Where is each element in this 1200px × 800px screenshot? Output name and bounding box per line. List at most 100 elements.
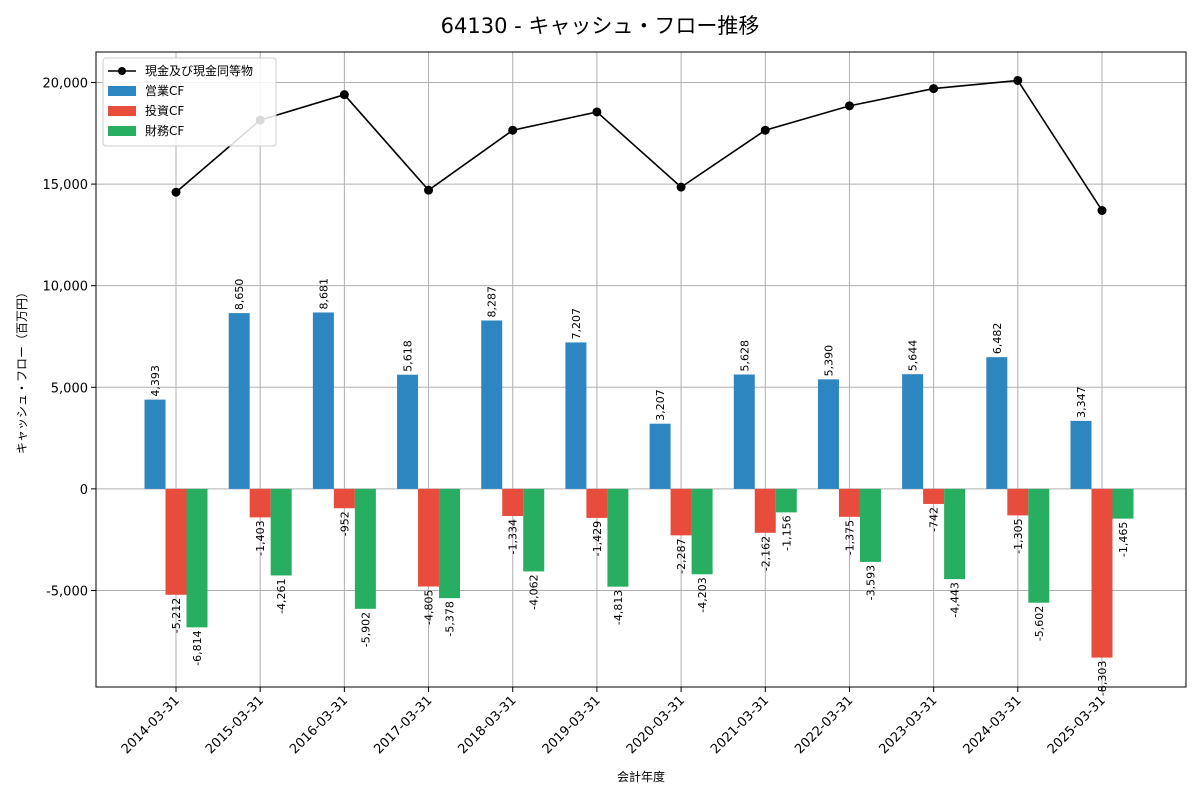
bar-value-label: -4,805 xyxy=(423,590,436,625)
bar-value-label: 8,681 xyxy=(317,278,330,310)
y-tick-label: 15,000 xyxy=(43,178,89,193)
y-tick-label: 0 xyxy=(80,483,88,498)
bar-value-label: 5,644 xyxy=(907,340,920,372)
bar-value-label: -5,378 xyxy=(444,601,457,636)
bar-財務CF xyxy=(607,488,629,587)
bar-営業CF xyxy=(481,320,503,489)
bar-投資CF xyxy=(418,488,440,587)
legend-label: 財務CF xyxy=(145,123,184,138)
x-tick-label: 2020-03-31 xyxy=(624,693,688,757)
bar-value-label: -1,429 xyxy=(591,521,604,556)
bar-value-label: 8,650 xyxy=(233,279,246,311)
bar-value-label: -952 xyxy=(338,511,351,536)
bar-営業CF xyxy=(649,423,671,489)
legend-swatch xyxy=(108,106,136,116)
y-tick-label: 20,000 xyxy=(43,76,89,91)
bar-投資CF xyxy=(1091,488,1113,658)
bar-投資CF xyxy=(754,488,776,533)
cash-line xyxy=(171,75,1107,215)
bar-財務CF xyxy=(186,488,208,628)
bar-value-label: -1,334 xyxy=(507,519,520,554)
line-現金及び現金同等物 xyxy=(175,79,1103,211)
legend-swatch xyxy=(108,126,136,136)
bar-value-label: -5,602 xyxy=(1033,606,1046,641)
bar-営業CF xyxy=(565,342,587,489)
bar-value-label: -5,212 xyxy=(170,598,183,633)
bar-財務CF xyxy=(859,488,881,562)
bar-投資CF xyxy=(502,488,524,516)
x-axis-label: 会計年度 xyxy=(617,769,665,784)
bar-営業CF xyxy=(144,399,166,489)
bar-value-label: -1,305 xyxy=(1012,518,1025,553)
bar-value-label: -1,403 xyxy=(254,520,267,555)
legend-swatch xyxy=(108,86,136,96)
grid xyxy=(96,52,1186,687)
bar-value-label: -3,593 xyxy=(864,565,877,600)
bar-value-label: -1,465 xyxy=(1117,522,1130,557)
bar-投資CF xyxy=(923,488,945,504)
x-tick-label: 2018-03-31 xyxy=(456,693,520,757)
y-axis-ticks: -5,000 0 5,000 10,000 15,000 20,000 xyxy=(43,76,96,599)
bar-value-label: -742 xyxy=(928,507,941,532)
bar-value-label: 3,207 xyxy=(654,389,667,421)
legend-box xyxy=(102,57,277,147)
chart-title: 64130 - キャッシュ・フロー推移 xyxy=(441,14,760,38)
x-tick-label: 2022-03-31 xyxy=(792,693,856,757)
bar-value-label: -4,062 xyxy=(528,574,541,609)
legend-marker xyxy=(118,67,126,75)
y-tick-label: 5,000 xyxy=(51,381,88,396)
x-tick-label: 2016-03-31 xyxy=(287,693,351,757)
legend-label: 現金及び現金同等物 xyxy=(145,63,253,78)
line-point xyxy=(760,125,770,135)
bar-value-label: -2,287 xyxy=(675,538,688,573)
bar-営業CF xyxy=(228,313,250,489)
bar-営業CF xyxy=(397,374,419,489)
line-point xyxy=(929,84,939,94)
x-tick-label: 2019-03-31 xyxy=(540,693,604,757)
x-tick-label: 2025-03-31 xyxy=(1045,693,1109,757)
legend-label: 営業CF xyxy=(145,84,184,98)
bar-投資CF xyxy=(1007,488,1029,516)
bar-投資CF xyxy=(165,488,187,595)
bar-財務CF xyxy=(691,488,713,575)
bar-value-label: -6,814 xyxy=(191,630,204,665)
x-tick-label: 2014-03-31 xyxy=(119,693,183,757)
bar-投資CF xyxy=(249,488,271,518)
bar-財務CF xyxy=(354,488,376,609)
bar-value-label: -4,813 xyxy=(612,590,625,625)
line-point xyxy=(676,182,686,192)
bars xyxy=(144,312,1134,658)
line-point xyxy=(844,101,854,111)
bar-財務CF xyxy=(523,488,545,572)
x-tick-label: 2015-03-31 xyxy=(203,693,267,757)
bar-value-label: -5,902 xyxy=(359,612,372,647)
bar-value-label: 5,628 xyxy=(738,340,751,372)
bar-財務CF xyxy=(1112,488,1134,519)
bar-財務CF xyxy=(439,488,461,599)
line-point xyxy=(339,90,349,100)
bar-営業CF xyxy=(986,357,1008,489)
bar-value-label: 8,287 xyxy=(486,286,499,318)
bar-投資CF xyxy=(670,488,692,536)
x-tick-label: 2023-03-31 xyxy=(876,693,940,757)
bar-labels: 4,393 8,650 8,681 5,618 8,287 7,207 3,207 5,628… xyxy=(149,278,1130,696)
bar-営業CF xyxy=(312,312,334,489)
bar-value-label: 7,207 xyxy=(570,308,583,340)
bar-投資CF xyxy=(838,488,860,517)
y-tick-label: 10,000 xyxy=(43,280,89,295)
bar-財務CF xyxy=(1028,488,1050,603)
line-point xyxy=(592,107,602,117)
line-point xyxy=(1013,75,1023,85)
bar-value-label: -4,203 xyxy=(696,577,709,612)
bar-value-label: -4,261 xyxy=(275,578,288,613)
line-point xyxy=(508,125,518,135)
bar-value-label: -1,156 xyxy=(780,515,793,550)
bar-財務CF xyxy=(775,488,797,513)
legend-label: 投資CF xyxy=(145,103,184,118)
y-axis-label: キャッシュ・フロー（百万円） xyxy=(15,286,29,454)
bar-value-label: 5,390 xyxy=(822,345,835,377)
x-tick-label: 2017-03-31 xyxy=(371,693,435,757)
x-tick-label: 2021-03-31 xyxy=(708,693,772,757)
